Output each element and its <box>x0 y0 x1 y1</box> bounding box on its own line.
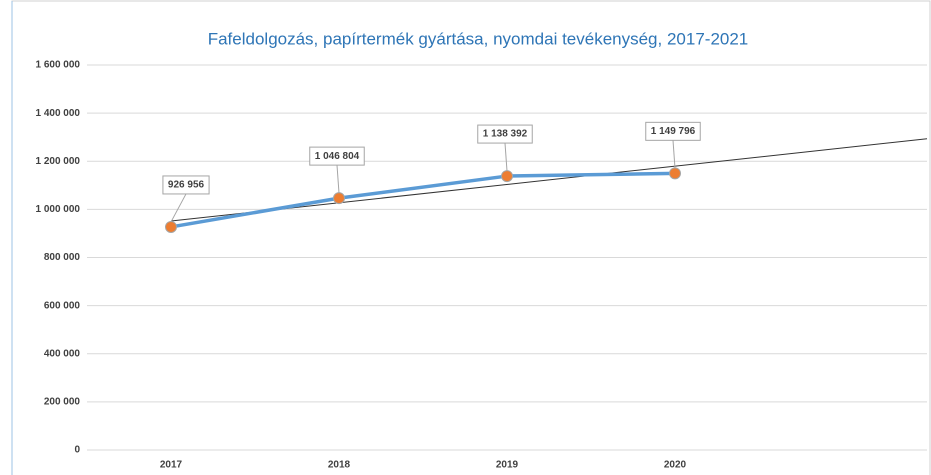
x-tick-label: 2018 <box>328 460 351 471</box>
chart-title: Fafeldolgozás, papírtermék gyártása, nyo… <box>208 29 749 48</box>
y-tick-label: 1 000 000 <box>36 204 81 215</box>
y-tick-label: 0 <box>74 445 80 456</box>
marker <box>333 192 345 205</box>
leader-line <box>672 140 676 169</box>
marker <box>669 167 681 180</box>
x-tick-label: 2019 <box>496 460 519 471</box>
data-label-box <box>162 175 210 195</box>
x-tick-label: 2020 <box>664 460 687 471</box>
data-label: 1 046 804 <box>315 151 360 162</box>
data-label-box <box>477 124 533 144</box>
data-label: 1 138 392 <box>483 129 528 140</box>
y-tick-label: 1 600 000 <box>36 60 81 71</box>
leader-line <box>170 193 187 223</box>
data-label: 1 149 796 <box>651 126 696 137</box>
marker <box>501 170 513 183</box>
marker <box>165 220 177 233</box>
leader-line <box>504 143 508 172</box>
trendline <box>170 138 928 222</box>
data-label: 926 956 <box>168 180 205 191</box>
data-label-box <box>645 121 701 141</box>
data-label-box <box>309 146 365 166</box>
y-tick-label: 1 400 000 <box>36 108 81 119</box>
chart-frame <box>11 0 931 475</box>
y-tick-label: 600 000 <box>44 300 81 311</box>
y-tick-label: 1 200 000 <box>36 156 81 167</box>
leader-line <box>336 165 340 194</box>
series-line <box>170 171 676 229</box>
x-tick-label: 2017 <box>160 460 183 471</box>
y-tick-label: 200 000 <box>44 397 81 408</box>
y-tick-label: 800 000 <box>44 252 81 263</box>
y-tick-label: 400 000 <box>44 348 81 359</box>
